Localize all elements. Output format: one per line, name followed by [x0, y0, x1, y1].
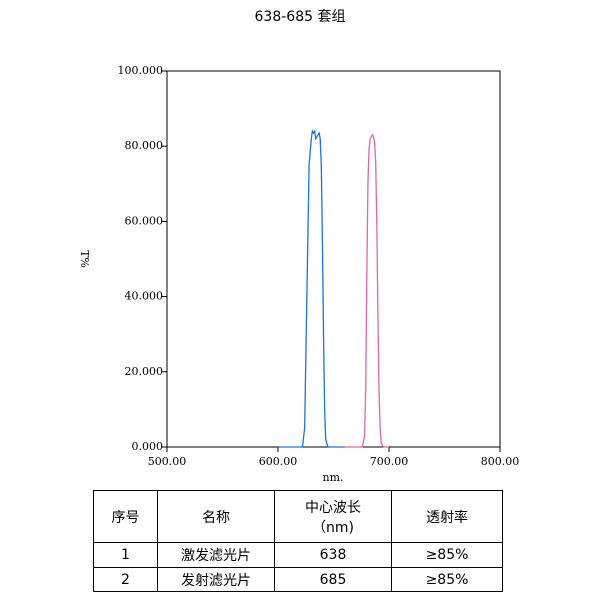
cell: 685	[274, 567, 392, 592]
x-tick-label: 700.00	[370, 455, 409, 468]
header-cell: 名称	[157, 490, 275, 543]
y-tick-label: 0.000	[132, 440, 164, 453]
cell: ≥85%	[391, 542, 503, 568]
cell: 1	[93, 542, 158, 568]
spec-table: 序号 名称 中心波长 （nm) 透射率 1 激发滤光片 638 ≥85% 2 发射…	[93, 490, 503, 592]
header-cell: 序号	[93, 490, 158, 543]
header-line: （nm)	[312, 519, 354, 536]
y-tick-label: 60.000	[125, 214, 164, 227]
header-row: 序号 名称 中心波长 （nm) 透射率	[93, 490, 503, 543]
row: 1 激发滤光片 638 ≥85%	[93, 542, 503, 568]
x-axis-label: nm.	[322, 471, 343, 484]
series-line	[278, 129, 345, 448]
cell: 激发滤光片	[157, 542, 275, 568]
header-line: 中心波长	[305, 499, 361, 516]
header-cell: 透射率	[391, 490, 503, 543]
chart-title: 638-685 套组	[255, 9, 346, 25]
row: 2 发射滤光片 685 ≥85%	[93, 567, 503, 592]
cell: ≥85%	[391, 567, 503, 592]
header-cell: 中心波长 （nm)	[274, 490, 392, 543]
y-tick-label: 80.000	[125, 139, 164, 152]
y-axis-label: T%	[78, 250, 91, 268]
y-tick-label: 20.000	[125, 365, 164, 378]
series-line	[344, 133, 389, 448]
x-tick-label: 800.00	[481, 455, 520, 468]
cell: 638	[274, 542, 392, 568]
y-tick-label: 100.000	[118, 64, 164, 77]
x-tick-label: 600.00	[259, 455, 298, 468]
x-tick-label: 500.00	[148, 455, 187, 468]
plot-frame	[166, 70, 501, 448]
chart: 638-685 套组 nm. T% 0.000 20.000 40.000 60.00…	[78, 9, 520, 484]
cell: 2	[93, 567, 158, 592]
cell: 发射滤光片	[157, 567, 275, 592]
y-tick-label: 40.000	[125, 290, 164, 303]
